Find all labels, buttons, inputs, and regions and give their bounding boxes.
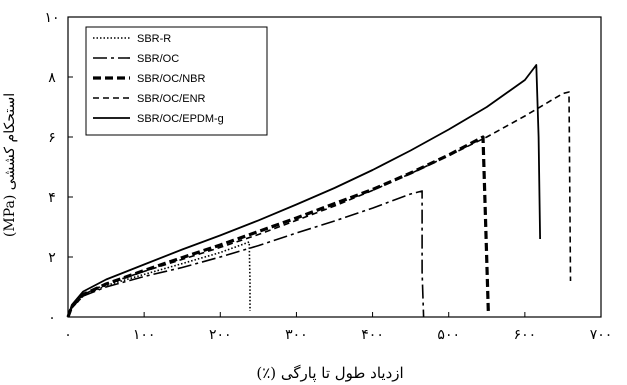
x-tick-label: ۵۰۰ [437,327,460,343]
legend: SBR-R SBR/OC SBR/OC/NBR SBR/OC/ENR SBR/OC/EP… [85,26,268,136]
series-line-1 [67,190,425,318]
legend-label: SBR/OC [137,53,179,65]
y-tick-label: ۱۰ [44,10,59,26]
x-tick-label: ۰ [64,327,72,343]
y-tick-label: ۶ [48,130,56,146]
y-axis-label: استحکام کششی (MPa) [2,93,18,237]
x-tick-label: ۷۰۰ [590,327,613,343]
x-tick-label: ۳۰۰ [285,327,308,343]
y-tick-label: ۲ [48,250,56,266]
legend-label: SBR-R [137,33,171,45]
x-axis-label: ازدیاد طول تا پارگی (٪) [256,364,403,382]
y-tick-label: ۰ [48,310,56,326]
x-tick-label: ۴۰۰ [361,327,384,343]
legend-label: SBR/OC/NBR [137,73,206,85]
y-tick-label: ۴ [48,190,56,206]
x-axis: ۰ ۱۰۰ ۲۰۰ ۳۰۰ ۴۰۰ ۵۰۰ ۶۰۰ ۷۰۰ [64,312,612,343]
series-line-0 [67,241,251,318]
y-axis: ۰ ۲ ۴ ۶ ۸ ۱۰ [44,10,73,326]
x-tick-label: ۶۰۰ [514,327,537,343]
legend-box [85,26,268,136]
series-line-3 [67,91,572,318]
series-layer [66,64,572,318]
legend-label: SBR/OC/EPDM-g [137,113,224,125]
x-tick-label: ۲۰۰ [209,327,232,343]
series-line-4 [67,64,541,318]
y-tick-label: ۸ [48,70,56,86]
plot-frame [67,16,602,318]
x-tick-label: ۱۰۰ [133,327,156,343]
legend-label: SBR/OC/ENR [137,93,206,105]
